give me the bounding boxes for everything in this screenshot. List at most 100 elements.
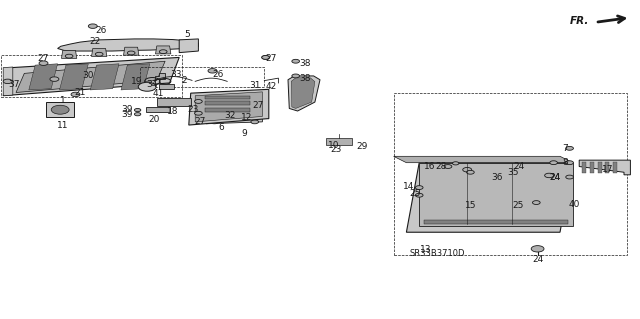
Text: 34: 34 — [147, 80, 158, 89]
Text: 24: 24 — [532, 255, 543, 264]
Polygon shape — [3, 57, 179, 96]
Polygon shape — [146, 107, 170, 112]
Text: 27: 27 — [195, 117, 206, 126]
Text: 21: 21 — [74, 88, 86, 97]
Text: 14: 14 — [403, 182, 415, 191]
Polygon shape — [579, 160, 630, 175]
Circle shape — [39, 61, 48, 65]
Text: 10: 10 — [328, 141, 339, 150]
Polygon shape — [605, 162, 609, 173]
Circle shape — [3, 79, 12, 84]
Polygon shape — [157, 98, 191, 106]
Bar — [1, 55, 182, 97]
Polygon shape — [195, 92, 262, 122]
Polygon shape — [60, 64, 88, 90]
Polygon shape — [326, 138, 352, 145]
Text: 27: 27 — [253, 101, 264, 110]
Circle shape — [531, 246, 544, 252]
Polygon shape — [206, 119, 262, 124]
Text: 15: 15 — [465, 201, 476, 210]
Text: 29: 29 — [356, 142, 367, 151]
Text: 17: 17 — [602, 165, 613, 174]
Circle shape — [566, 146, 573, 150]
Polygon shape — [16, 61, 165, 93]
Text: 7: 7 — [562, 144, 568, 153]
Polygon shape — [291, 78, 315, 108]
Circle shape — [195, 111, 202, 115]
Circle shape — [262, 56, 269, 59]
Polygon shape — [424, 220, 568, 224]
Text: 38: 38 — [300, 74, 311, 83]
Text: 42: 42 — [266, 82, 277, 91]
Circle shape — [532, 201, 540, 204]
Text: 35: 35 — [507, 168, 518, 177]
Circle shape — [134, 113, 141, 116]
Text: 28: 28 — [435, 162, 447, 171]
Polygon shape — [406, 163, 573, 232]
Text: 31: 31 — [249, 81, 260, 90]
Text: 37: 37 — [8, 80, 20, 89]
Text: 6: 6 — [218, 123, 223, 132]
Text: 36: 36 — [491, 173, 502, 182]
Text: 39: 39 — [122, 110, 133, 119]
Text: 13: 13 — [420, 245, 431, 254]
Bar — [140, 67, 264, 87]
Circle shape — [211, 120, 218, 124]
Polygon shape — [29, 64, 58, 90]
Polygon shape — [155, 73, 165, 79]
Polygon shape — [179, 39, 198, 53]
Polygon shape — [3, 67, 13, 96]
Polygon shape — [46, 102, 74, 117]
Circle shape — [292, 59, 300, 63]
Text: 22: 22 — [89, 37, 100, 46]
Polygon shape — [205, 96, 250, 99]
Circle shape — [415, 193, 423, 197]
Polygon shape — [205, 108, 250, 112]
Polygon shape — [613, 162, 617, 173]
Circle shape — [545, 173, 554, 178]
Polygon shape — [156, 46, 171, 54]
Text: 8: 8 — [562, 158, 568, 167]
Polygon shape — [598, 162, 602, 173]
Text: 25: 25 — [512, 201, 524, 210]
Text: FR.: FR. — [570, 16, 589, 26]
Text: 40: 40 — [568, 200, 580, 209]
Text: 38: 38 — [300, 59, 311, 68]
Circle shape — [159, 50, 167, 54]
Text: 24: 24 — [549, 173, 561, 182]
Bar — [394, 93, 627, 255]
Text: 2: 2 — [181, 76, 187, 85]
Circle shape — [251, 120, 259, 124]
Circle shape — [452, 162, 459, 165]
Circle shape — [262, 56, 269, 59]
Polygon shape — [288, 76, 320, 111]
Text: 39: 39 — [122, 105, 133, 114]
Text: 19: 19 — [131, 77, 142, 86]
Text: 12: 12 — [241, 113, 252, 122]
Text: 26: 26 — [212, 70, 223, 78]
Polygon shape — [92, 48, 107, 56]
Text: 25: 25 — [410, 189, 421, 198]
Bar — [159, 84, 174, 89]
Text: 5: 5 — [184, 30, 189, 39]
Circle shape — [50, 77, 59, 81]
Text: 23: 23 — [330, 145, 342, 154]
Circle shape — [71, 92, 80, 97]
Circle shape — [566, 161, 573, 165]
Polygon shape — [590, 162, 594, 173]
Circle shape — [51, 105, 69, 114]
Circle shape — [127, 51, 135, 55]
Text: 32: 32 — [225, 111, 236, 120]
Text: 1: 1 — [60, 96, 65, 105]
Circle shape — [88, 24, 97, 28]
Circle shape — [208, 69, 217, 73]
Polygon shape — [90, 64, 119, 90]
Text: 9: 9 — [242, 129, 247, 138]
Circle shape — [195, 100, 202, 103]
Polygon shape — [205, 101, 250, 105]
Circle shape — [566, 175, 573, 179]
Text: 16: 16 — [424, 162, 435, 171]
Text: 24: 24 — [513, 162, 525, 171]
Polygon shape — [419, 163, 573, 226]
Text: 27: 27 — [38, 54, 49, 63]
